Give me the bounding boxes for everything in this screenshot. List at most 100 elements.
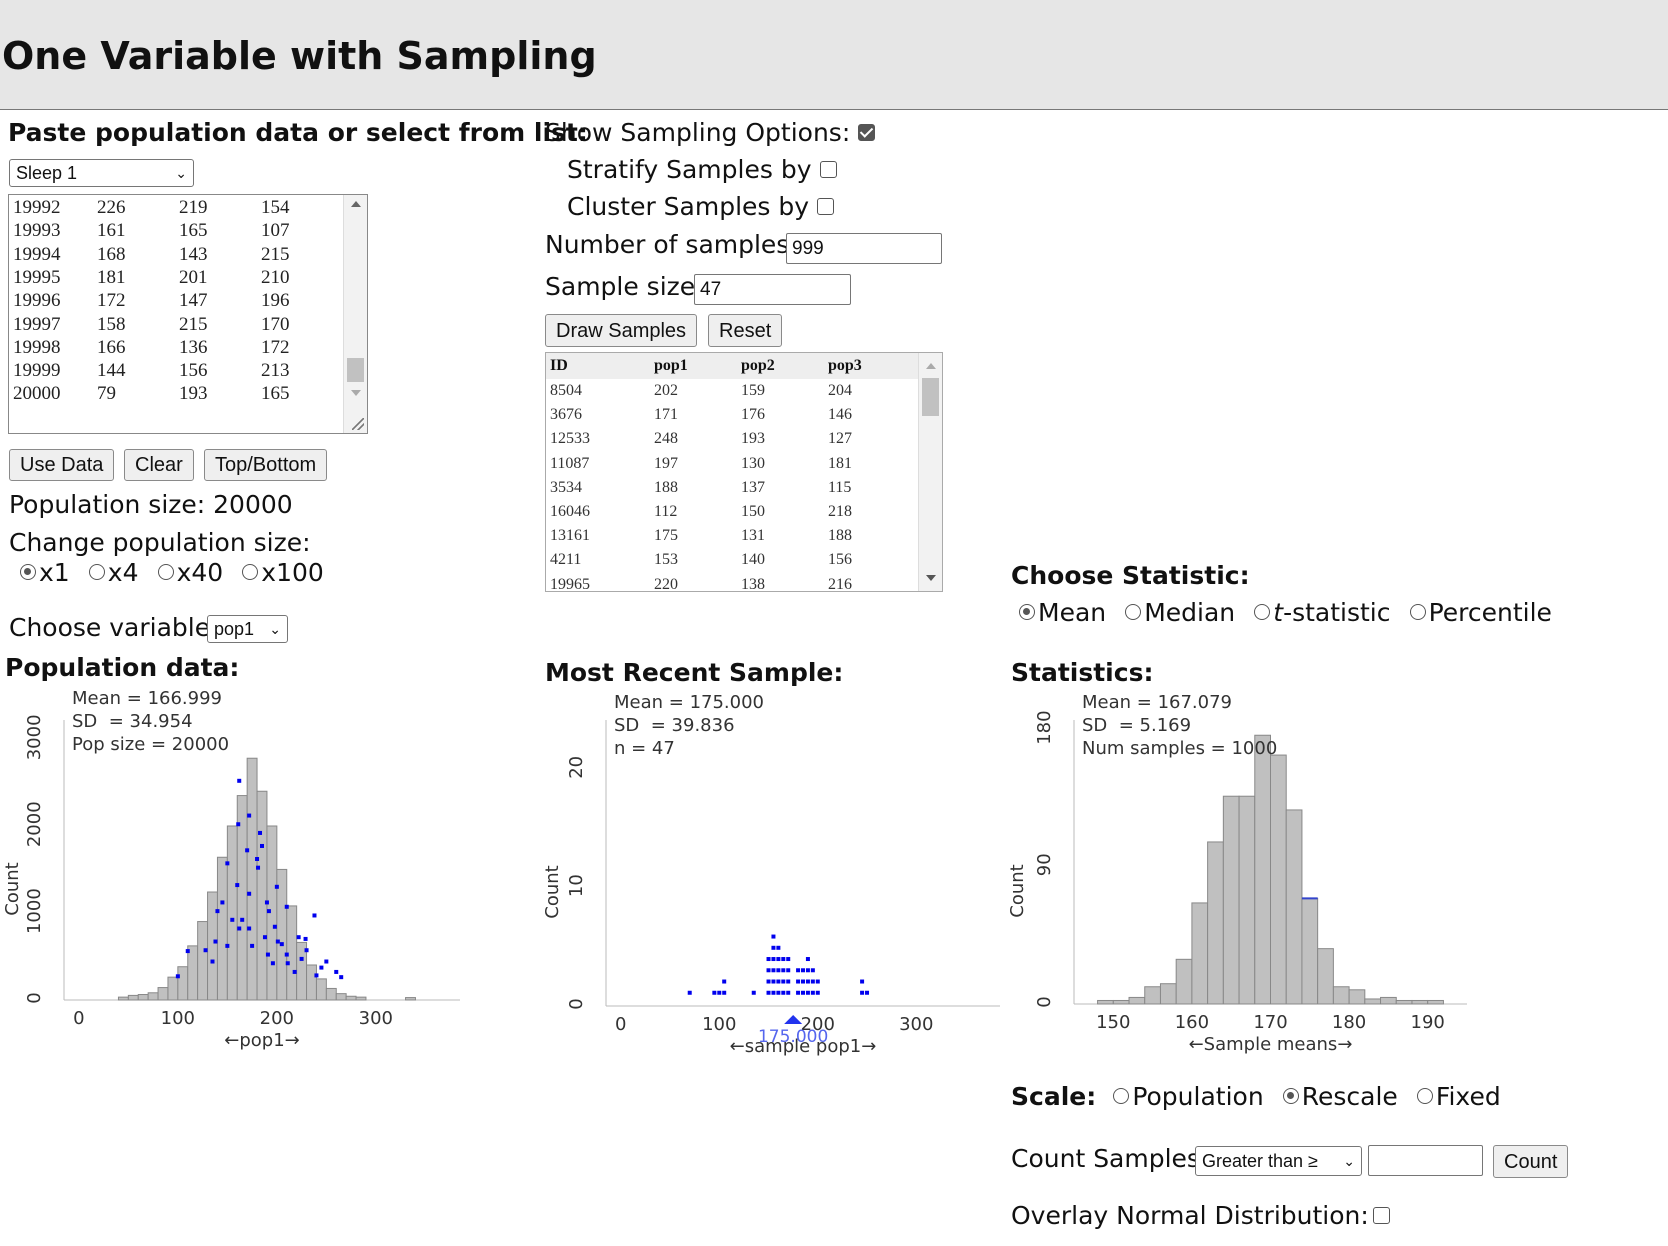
stat-text: Mean = 166.999 <box>72 688 222 709</box>
variable-select-value: pop1 <box>214 619 255 639</box>
scroll-up-icon[interactable] <box>926 363 936 369</box>
scroll-thumb[interactable] <box>347 358 364 382</box>
radio-icon[interactable] <box>1125 604 1142 620</box>
show-sampling-options-checkbox[interactable] <box>858 123 876 141</box>
radio-icon[interactable] <box>242 564 259 580</box>
sample-point <box>255 857 260 861</box>
scroll-thumb[interactable] <box>922 378 939 416</box>
table-cell: 146 <box>828 406 852 424</box>
sample-dot <box>781 979 786 984</box>
count-threshold-input[interactable] <box>1368 1145 1483 1176</box>
table-cell: 13161 <box>550 527 590 545</box>
sample-dot <box>786 957 791 962</box>
overlay-normal-checkbox[interactable] <box>1372 1206 1390 1224</box>
top-bottom-button[interactable]: Top/Bottom <box>204 449 328 481</box>
y-tick-label: 3000 <box>24 714 45 760</box>
radio-icon[interactable] <box>1254 604 1271 620</box>
statistic-option-mean[interactable]: Mean <box>1019 598 1106 627</box>
y-tick-label: 1000 <box>24 888 45 934</box>
sample-dot <box>796 979 801 984</box>
paste-data-textarea[interactable]: 19992 226 219 154 19993 161 165 107 19994 168 143 2… <box>8 194 368 434</box>
resize-handle-icon[interactable] <box>352 418 364 430</box>
sample-dot <box>801 968 805 973</box>
dataset-select[interactable]: Sleep 1 ⌄ <box>9 159 194 187</box>
cluster-checkbox[interactable] <box>817 197 835 215</box>
x-tick-label: 300 <box>899 1014 933 1035</box>
table-cell: 12533 <box>550 430 590 448</box>
radio-icon[interactable] <box>157 564 174 580</box>
sample-point <box>303 936 308 941</box>
radio-icon[interactable] <box>88 564 105 580</box>
use-data-button[interactable]: Use Data <box>9 449 115 481</box>
sample-table-scrollbar[interactable] <box>918 353 942 591</box>
histogram-bar <box>1285 809 1303 1005</box>
chevron-down-icon: ⌄ <box>1343 1153 1355 1169</box>
paste-data-scrollbar[interactable] <box>343 195 367 433</box>
sample-point <box>272 924 277 929</box>
sample-dot <box>776 968 781 973</box>
radio-icon[interactable] <box>1113 1088 1130 1104</box>
overlay-normal-label: Overlay Normal Distribution: <box>1011 1201 1369 1230</box>
table-cell: 193 <box>741 430 765 448</box>
histogram-bar <box>1380 996 1397 1005</box>
reset-button[interactable]: Reset <box>708 314 783 347</box>
paste-data-cell: 154 <box>261 197 290 218</box>
scroll-up-icon[interactable] <box>351 201 361 207</box>
radio-icon[interactable] <box>1282 1088 1299 1104</box>
y-tick-label: 180 <box>1034 710 1055 744</box>
size-option-x4[interactable]: x4 <box>88 558 139 587</box>
size-option-x100[interactable]: x100 <box>242 558 324 587</box>
sample-point <box>185 949 190 954</box>
scroll-down-icon[interactable] <box>926 575 936 581</box>
table-header-cell: pop1 <box>654 357 688 374</box>
statistic-option-median[interactable]: Median <box>1125 598 1235 627</box>
stat-text: Mean = 175.000 <box>614 692 764 713</box>
variable-select[interactable]: pop1 ⌄ <box>207 615 288 643</box>
sample-point <box>237 926 242 931</box>
y-tick-label: 2000 <box>24 801 45 847</box>
table-cell: 156 <box>828 551 852 569</box>
scale-option-fixed[interactable]: Fixed <box>1416 1082 1501 1111</box>
y-tick-label: 20 <box>566 756 587 779</box>
histogram-bar <box>306 964 317 1001</box>
sample-point <box>236 822 241 827</box>
radio-icon[interactable] <box>1019 604 1035 620</box>
histogram-bar <box>167 976 179 1001</box>
radio-icon[interactable] <box>1409 604 1426 620</box>
paste-data-cell: 215 <box>261 243 290 265</box>
sample-point <box>240 917 245 922</box>
paste-data-cell: 166 <box>97 336 126 358</box>
radio-icon[interactable] <box>1416 1088 1433 1104</box>
table-cell: 140 <box>741 551 765 569</box>
histogram-bar <box>1270 754 1287 1005</box>
size-option-x1[interactable]: x1 <box>20 558 70 587</box>
radio-icon[interactable] <box>20 564 36 580</box>
sample-dot <box>766 979 771 984</box>
sample-size-input[interactable]: 47 <box>694 274 851 305</box>
paste-data-cell: 19999 <box>13 360 61 382</box>
scroll-down-icon[interactable] <box>351 390 361 396</box>
x-tick-label: 100 <box>702 1014 736 1035</box>
sample-point <box>260 843 264 848</box>
stratify-checkbox[interactable] <box>819 160 837 178</box>
histogram-bar <box>1191 902 1209 1005</box>
x-tick-label: 300 <box>359 1008 393 1029</box>
scale-option-population[interactable]: Population <box>1113 1082 1264 1111</box>
show-sampling-options-row: Show Sampling Options: <box>545 118 876 147</box>
statistic-option-percentile[interactable]: Percentile <box>1409 598 1552 627</box>
count-button[interactable]: Count <box>1493 1145 1569 1178</box>
draw-samples-button[interactable]: Draw Samples <box>545 314 698 347</box>
count-comparison-select[interactable]: Greater than ≥ ⌄ <box>1195 1146 1362 1176</box>
stat-text: Mean = 167.079 <box>1082 692 1232 713</box>
mean-marker-icon <box>784 1015 803 1024</box>
statistic-option-t-statistic[interactable]: t-statistic <box>1254 598 1391 627</box>
number-of-samples-input[interactable]: 999 <box>786 233 942 264</box>
clear-button[interactable]: Clear <box>124 449 194 481</box>
scale-option-rescale[interactable]: Rescale <box>1282 1082 1398 1111</box>
overlay-normal-row: Overlay Normal Distribution: <box>1011 1201 1390 1230</box>
paste-data-cell: 210 <box>261 266 290 288</box>
table-cell: 188 <box>828 527 852 545</box>
population-size-options: x1 x4 x40 x100 <box>20 558 338 587</box>
size-option-x40[interactable]: x40 <box>157 558 223 587</box>
table-cell: 176 <box>741 406 765 424</box>
